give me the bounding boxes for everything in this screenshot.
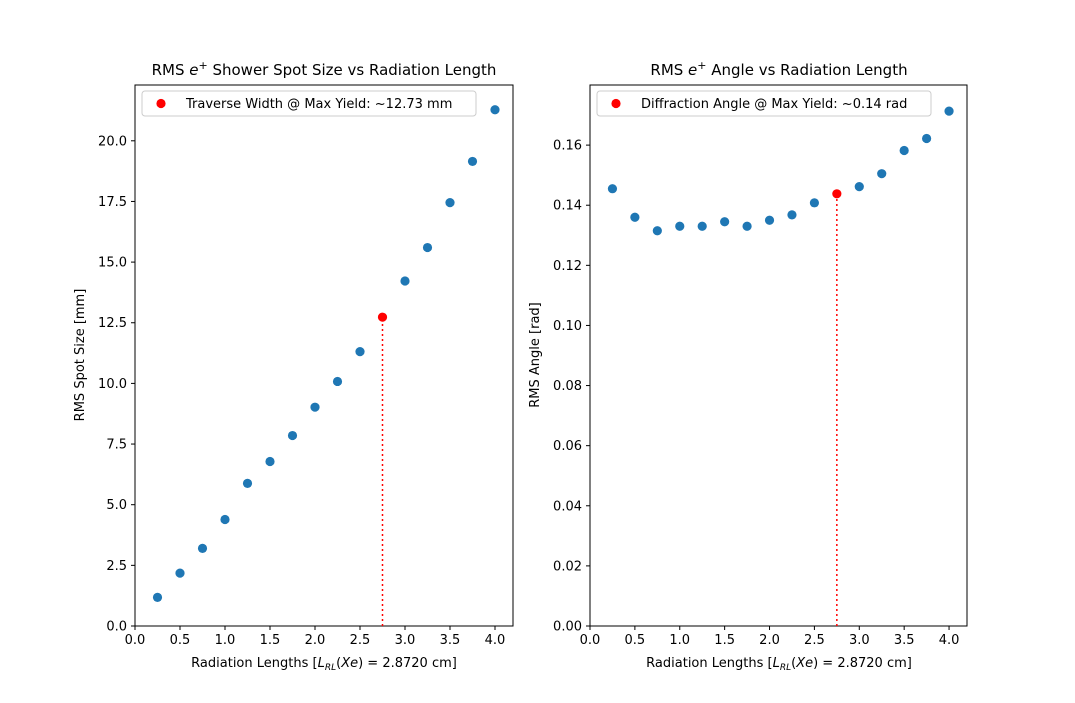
y-tick-label: 0.02 (553, 559, 582, 574)
legend-marker (611, 98, 621, 109)
x-tick-label: 3.0 (395, 633, 416, 648)
x-tick-label: 3.0 (849, 633, 870, 648)
plot-frame (589, 84, 968, 627)
data-point (652, 226, 662, 236)
y-tick-label: 10.0 (98, 377, 127, 392)
data-point (764, 215, 775, 225)
y-tick-label: 5.0 (106, 498, 127, 513)
y-tick-label: 0.10 (553, 319, 582, 334)
x-tick-label: 1.5 (714, 633, 735, 648)
data-point (197, 543, 208, 553)
y-tick-label: 2.5 (106, 559, 127, 574)
data-point (355, 347, 365, 357)
x-tick-label: 0.0 (580, 633, 601, 648)
max-yield-point (832, 189, 842, 199)
data-point (152, 592, 163, 602)
data-point (242, 478, 253, 488)
y-axis-label: RMS Spot Size [mm] (73, 289, 88, 422)
data-point (445, 198, 455, 208)
y-tick-label: 0.08 (553, 379, 582, 394)
x-tick-label: 2.0 (305, 633, 326, 648)
y-tick-label: 7.5 (106, 438, 127, 453)
x-axis-label: Radiation Lengths [LRL(Xe) = 2.8720 cm] (646, 656, 912, 673)
x-tick-label: 2.5 (804, 633, 825, 648)
data-point (607, 184, 618, 194)
x-tick-label: 1.5 (260, 633, 281, 648)
x-tick-label: 1.0 (215, 633, 236, 648)
data-point (630, 212, 640, 222)
y-tick-label: 15.0 (98, 256, 127, 271)
x-tick-label: 3.5 (894, 633, 915, 648)
data-point (332, 376, 343, 387)
x-tick-label: 4.0 (939, 633, 960, 648)
data-point (787, 210, 797, 220)
x-tick-label: 2.0 (759, 633, 780, 648)
data-point (467, 156, 478, 167)
data-point (854, 181, 864, 192)
x-axis-label: Radiation Lengths [LRL(Xe) = 2.8720 cm] (191, 656, 457, 673)
data-point (265, 456, 275, 467)
y-tick-label: 0.04 (553, 499, 582, 514)
y-tick-label: 0.12 (553, 259, 582, 274)
data-point (422, 242, 433, 253)
data-point (742, 221, 752, 231)
x-tick-label: 0.5 (625, 633, 646, 648)
x-tick-label: 3.5 (440, 633, 461, 648)
x-tick-label: 1.0 (669, 633, 690, 648)
data-point (877, 169, 887, 179)
y-tick-label: 17.5 (98, 195, 127, 210)
y-tick-label: 12.5 (98, 316, 127, 331)
x-tick-label: 0.5 (170, 633, 191, 648)
y-tick-label: 0.0 (106, 620, 127, 635)
data-point (220, 514, 230, 525)
chart-title: RMS e+ Angle vs Radiation Length (650, 59, 907, 79)
y-tick-label: 0.14 (553, 199, 582, 214)
x-tick-label: 4.0 (485, 633, 506, 648)
legend-label: Diffraction Angle @ Max Yield: ~0.14 rad (641, 97, 907, 112)
chart-title: RMS e+ Shower Spot Size vs Radiation Len… (152, 59, 497, 79)
data-point (310, 402, 320, 412)
y-tick-label: 0.06 (553, 439, 582, 454)
data-point (287, 430, 298, 441)
data-point (922, 133, 932, 144)
y-axis-label: RMS Angle [rad] (528, 302, 543, 407)
data-point (899, 145, 909, 156)
plot-frame (134, 84, 514, 627)
data-point (675, 221, 685, 231)
data-point (809, 198, 820, 208)
y-tick-label: 20.0 (98, 134, 127, 149)
data-point (400, 276, 410, 286)
angle-chart: RMS e+ Angle vs Radiation Length Radiati… (528, 59, 968, 673)
data-point (720, 217, 730, 227)
y-tick-label: 0.16 (553, 139, 582, 154)
data-point (944, 106, 954, 116)
data-point (490, 105, 500, 115)
spot-size-chart: RMS e+ Shower Spot Size vs Radiation Len… (73, 59, 514, 673)
x-tick-label: 0.0 (125, 633, 146, 648)
max-yield-point (377, 312, 388, 322)
data-point (697, 221, 707, 231)
legend-box (141, 90, 477, 117)
data-point (175, 568, 185, 578)
x-tick-label: 2.5 (350, 633, 371, 648)
y-tick-label: 0.00 (553, 620, 582, 635)
legend-label: Traverse Width @ Max Yield: ~12.73 mm (185, 97, 452, 112)
legend-marker (156, 98, 166, 109)
legend-box (596, 90, 932, 117)
